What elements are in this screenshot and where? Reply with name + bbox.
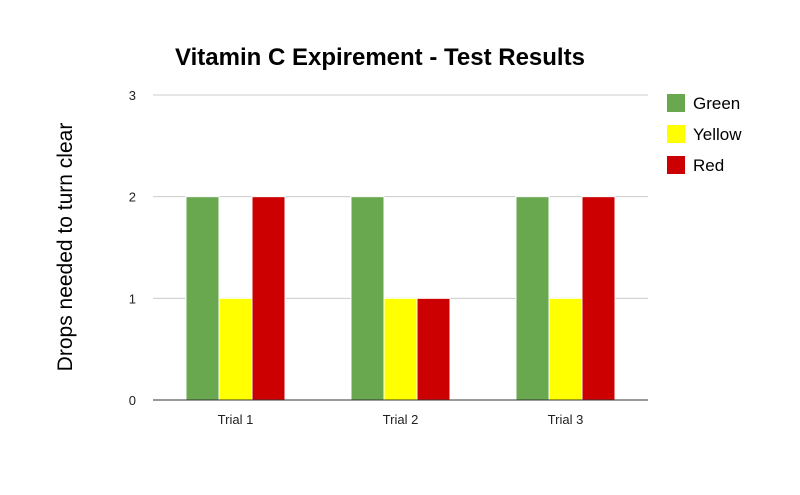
y-tick-label: 2	[129, 190, 136, 205]
bar-yellow-3	[548, 297, 583, 401]
y-tick-label: 3	[129, 88, 136, 103]
chart-title: Vitamin C Expirement - Test Results	[175, 44, 585, 71]
bars	[185, 196, 616, 401]
legend-swatch-red	[667, 156, 685, 174]
legend-label-green: Green	[693, 94, 740, 113]
bar-yellow-2	[383, 297, 418, 401]
legend-swatch-green	[667, 94, 685, 112]
y-axis-ticks: 0 1 2 3	[129, 88, 136, 408]
gridlines	[153, 94, 648, 299]
bar-red-1	[251, 196, 286, 401]
bar-red-2	[416, 297, 451, 401]
x-axis-ticks: Trial 1 Trial 2 Trial 3	[218, 412, 584, 427]
bar-green-1	[185, 196, 220, 401]
x-tick-label: Trial 2	[383, 412, 419, 427]
bar-red-3	[581, 196, 616, 401]
bar-green-2	[350, 196, 385, 401]
legend-label-yellow: Yellow	[693, 125, 742, 144]
y-tick-label: 0	[129, 393, 136, 408]
bar-green-3	[515, 196, 550, 401]
y-axis-label: Drops needed to turn clear	[54, 123, 77, 372]
legend-swatch-yellow	[667, 125, 685, 143]
y-tick-label: 1	[129, 291, 136, 306]
bar-yellow-1	[218, 297, 253, 401]
x-tick-label: Trial 1	[218, 412, 254, 427]
x-tick-label: Trial 3	[548, 412, 584, 427]
legend: Green Yellow Red	[667, 94, 742, 175]
legend-label-red: Red	[693, 156, 724, 175]
